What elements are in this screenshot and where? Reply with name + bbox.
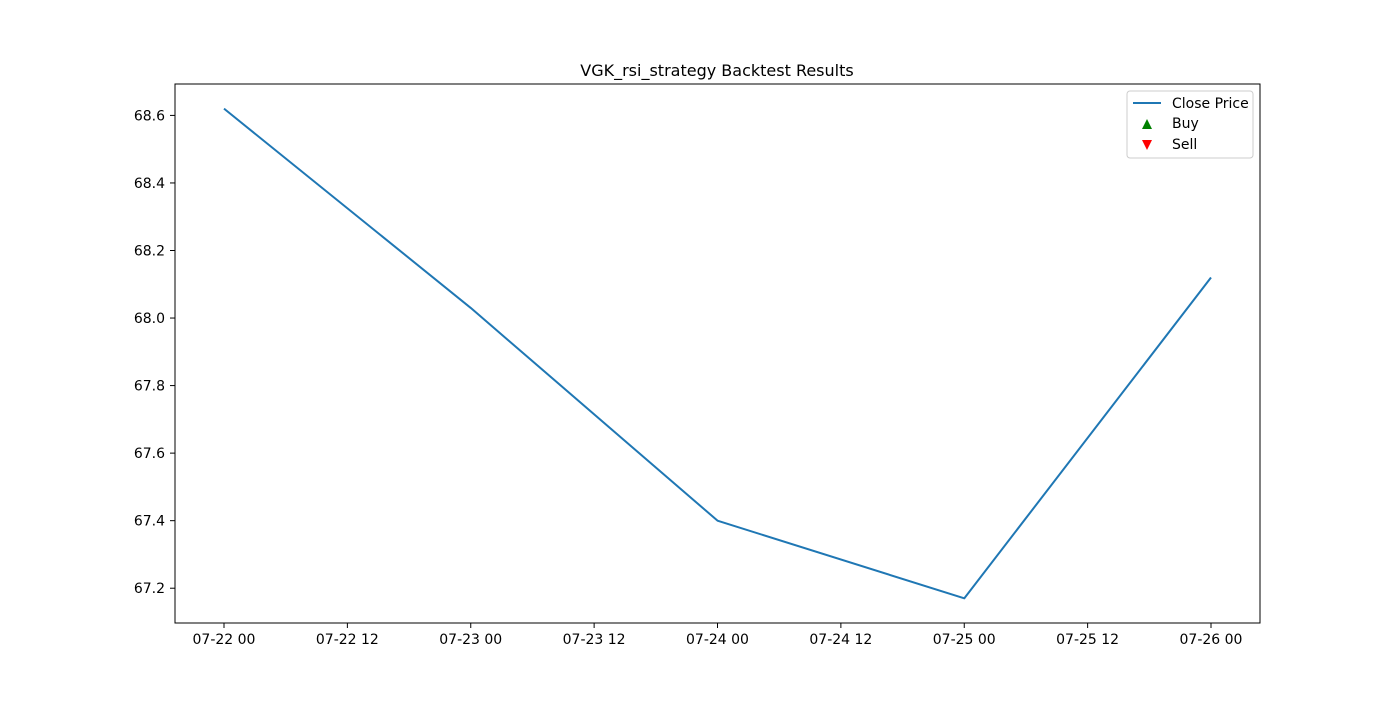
y-tick-label: 68.6 xyxy=(134,108,165,124)
x-tick-label: 07-24 12 xyxy=(809,632,872,648)
x-tick-label: 07-24 00 xyxy=(686,632,749,648)
x-tick-label: 07-23 12 xyxy=(563,632,626,648)
x-tick-label: 07-22 12 xyxy=(316,632,379,648)
y-tick-label: 68.2 xyxy=(134,243,165,259)
y-tick-label: 67.8 xyxy=(134,379,165,395)
chart-title: VGK_rsi_strategy Backtest Results xyxy=(580,61,853,81)
y-tick-label: 68.0 xyxy=(134,311,165,327)
x-tick-label: 07-22 00 xyxy=(193,632,256,648)
x-tick-label: 07-23 00 xyxy=(439,632,502,648)
x-tick-label: 07-26 00 xyxy=(1180,632,1243,648)
y-tick-label: 67.6 xyxy=(134,446,165,462)
legend-sell-label: Sell xyxy=(1172,137,1197,153)
legend-close-price-label: Close Price xyxy=(1172,96,1249,112)
y-tick-label: 68.4 xyxy=(134,176,165,192)
legend-buy-label: Buy xyxy=(1172,116,1199,132)
x-tick-label: 07-25 12 xyxy=(1056,632,1119,648)
plot-area xyxy=(175,84,1260,623)
y-tick-label: 67.4 xyxy=(134,514,165,530)
y-tick-label: 67.2 xyxy=(134,581,165,597)
legend: Close Price Buy Sell xyxy=(1127,91,1253,158)
x-tick-label: 07-25 00 xyxy=(933,632,996,648)
